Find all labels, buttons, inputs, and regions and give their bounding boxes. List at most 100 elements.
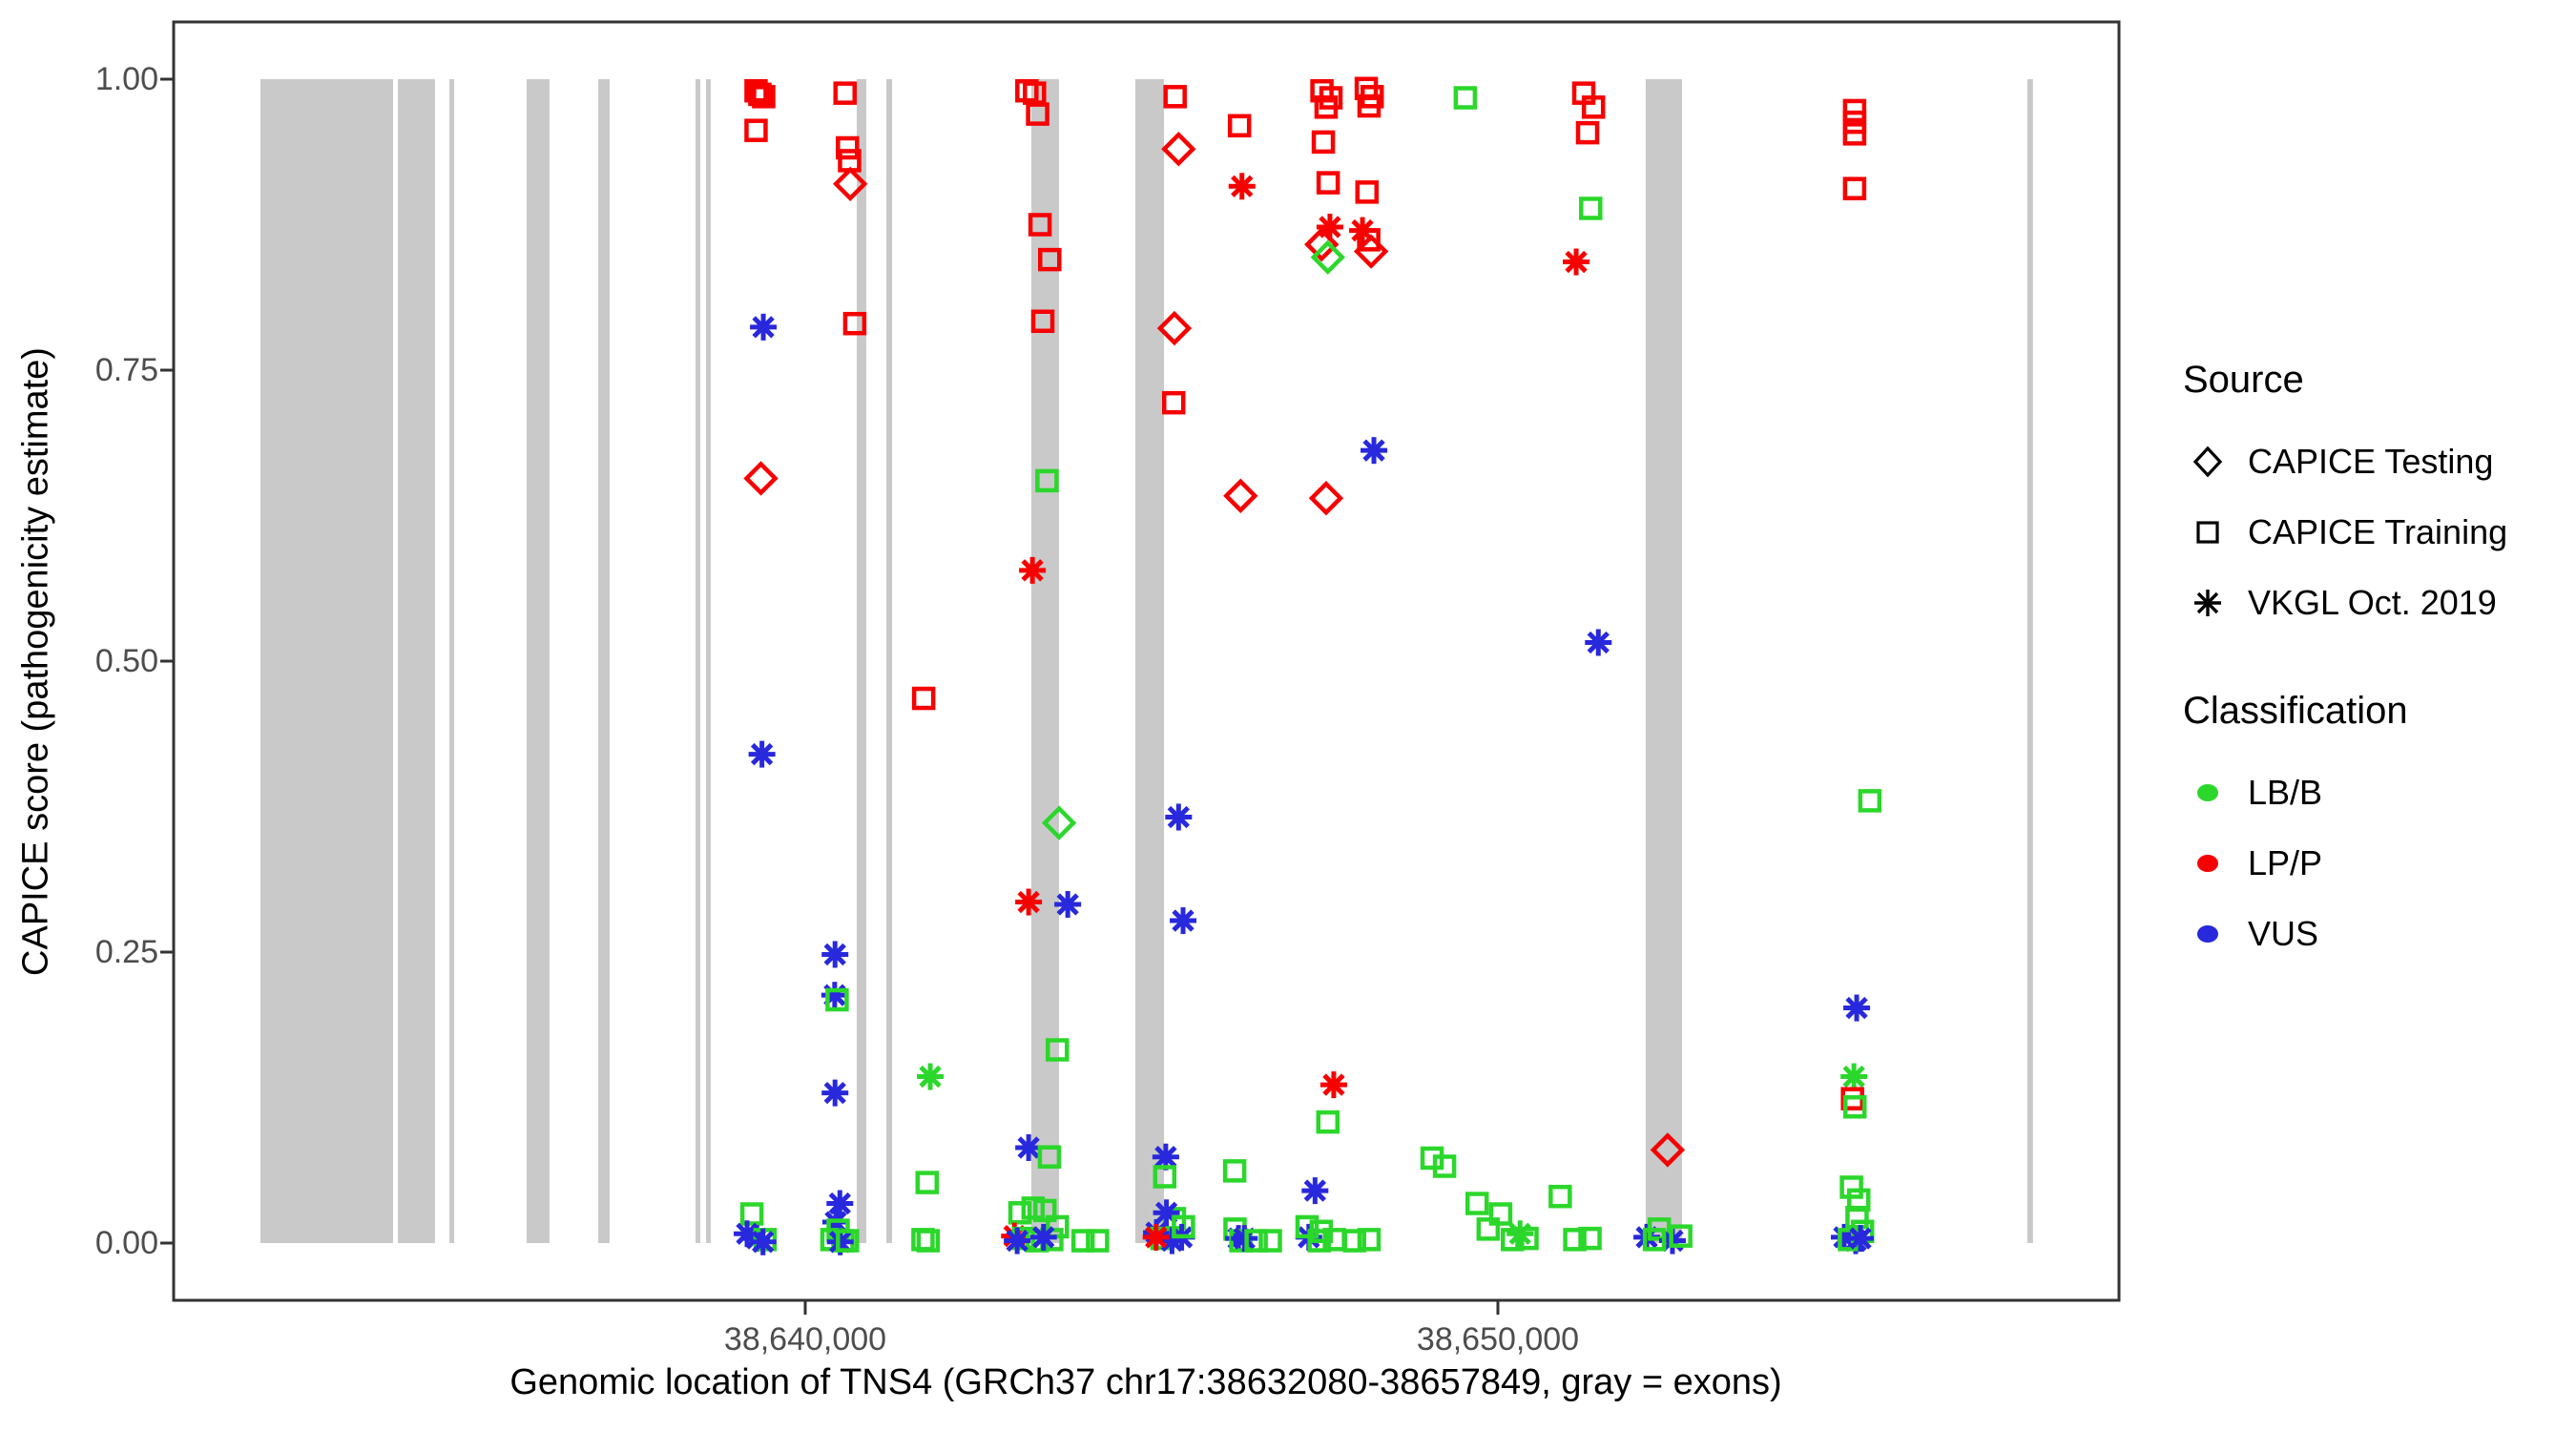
data-point (1319, 1071, 1347, 1099)
data-point (1353, 234, 1389, 269)
exon-band (705, 79, 711, 1243)
data-point (1015, 1133, 1043, 1161)
asterisk-icon (2194, 590, 2221, 616)
data-point (1041, 805, 1077, 840)
legend-item-label: VKGL Oct. 2019 (2248, 583, 2497, 622)
data-point (1161, 132, 1196, 167)
data-point (739, 1202, 764, 1226)
data-point (1222, 1159, 1247, 1183)
data-point (1465, 1192, 1489, 1215)
exon-band (1645, 79, 1682, 1243)
data-point (1310, 239, 1345, 275)
data-point (1361, 437, 1388, 465)
x-tick-label-38650000: 38,650,000 (1416, 1321, 1580, 1358)
data-point (1453, 86, 1478, 110)
data-point (1295, 1214, 1319, 1239)
red-dot-icon (2197, 855, 2218, 872)
data-point (1575, 120, 1600, 145)
data-point (744, 118, 768, 142)
square-icon (2196, 521, 2219, 544)
data-point (1548, 1184, 1572, 1209)
data-point (833, 166, 868, 201)
data-point (826, 1190, 854, 1217)
data-point (1165, 803, 1193, 831)
data-point (1842, 176, 1867, 200)
data-point (1019, 556, 1047, 584)
legend-source-title: Source (2183, 359, 2304, 401)
legend-item-capice-training: CAPICE Training (2183, 497, 2565, 568)
data-point (1086, 1229, 1110, 1253)
data-point (1035, 468, 1059, 493)
exon-band (886, 79, 892, 1243)
data-point (1046, 1038, 1070, 1062)
data-point (1307, 1229, 1331, 1253)
exon-band (1134, 79, 1164, 1243)
data-point (1026, 102, 1049, 126)
data-point (1153, 1165, 1177, 1189)
y-axis-title: CAPICE score (pathogenicity estimate) (15, 347, 56, 976)
data-point (1311, 130, 1336, 155)
data-point (743, 461, 779, 496)
data-point (1161, 390, 1186, 415)
data-point (1355, 180, 1380, 204)
data-point (1357, 1228, 1381, 1252)
diamond-icon (2192, 446, 2223, 478)
data-point (1170, 907, 1197, 935)
blue-dot-icon (2197, 925, 2218, 943)
data-point (1845, 1205, 1869, 1230)
data-point (1304, 227, 1340, 262)
exon-band (448, 79, 454, 1243)
data-point (1316, 1110, 1340, 1134)
data-point (1258, 1229, 1282, 1253)
data-point (1030, 309, 1055, 334)
exon-band (260, 79, 394, 1243)
exon-band (696, 79, 701, 1243)
data-point (1156, 310, 1193, 346)
data-point (1223, 478, 1258, 513)
data-point (1357, 93, 1381, 118)
data-point (1357, 228, 1381, 252)
axis-ticks-layer (160, 77, 1500, 1315)
data-point (750, 313, 778, 341)
data-point (1029, 1223, 1057, 1251)
data-point (1581, 95, 1606, 119)
exon-band (597, 79, 610, 1243)
data-point (833, 81, 857, 105)
data-point (1046, 1214, 1070, 1239)
data-point (1840, 1063, 1868, 1090)
data-point (836, 135, 860, 160)
data-point (1316, 171, 1340, 195)
legend-item-vkgl: VKGL Oct. 2019 (2183, 568, 2565, 638)
data-point (1228, 173, 1256, 200)
legend-item-label: LP/P (2248, 843, 2323, 882)
data-point (1015, 888, 1043, 916)
data-point (1004, 1227, 1031, 1255)
data-point (1142, 1223, 1170, 1251)
data-point (1843, 994, 1871, 1022)
data-point (821, 941, 849, 968)
exon-band (527, 79, 550, 1243)
data-point (1563, 248, 1590, 276)
data-point (821, 982, 848, 1009)
data-point (1432, 1154, 1457, 1178)
data-point (1037, 1145, 1062, 1169)
data-point (1038, 247, 1062, 272)
data-point (1858, 789, 1882, 813)
data-point (842, 311, 867, 336)
data-point (1342, 1229, 1366, 1253)
x-axis-title: Genomic location of TNS4 (GRCh37 chr17:3… (509, 1362, 1782, 1402)
data-point (821, 1079, 849, 1107)
green-dot-icon (2197, 784, 2218, 801)
exon-band (857, 79, 866, 1243)
legend-spacer (2183, 638, 2565, 690)
data-point (1028, 213, 1052, 237)
data-point (1021, 1196, 1046, 1220)
data-point (1476, 1217, 1501, 1241)
data-point (752, 85, 776, 109)
y-tick-label-0.00: 0.00 (94, 1225, 158, 1261)
x-tick-label-38640000: 38,640,000 (723, 1321, 887, 1358)
legend-item-label: CAPICE Testing (2248, 442, 2494, 481)
legend-item-label: LB/B (2248, 773, 2323, 812)
